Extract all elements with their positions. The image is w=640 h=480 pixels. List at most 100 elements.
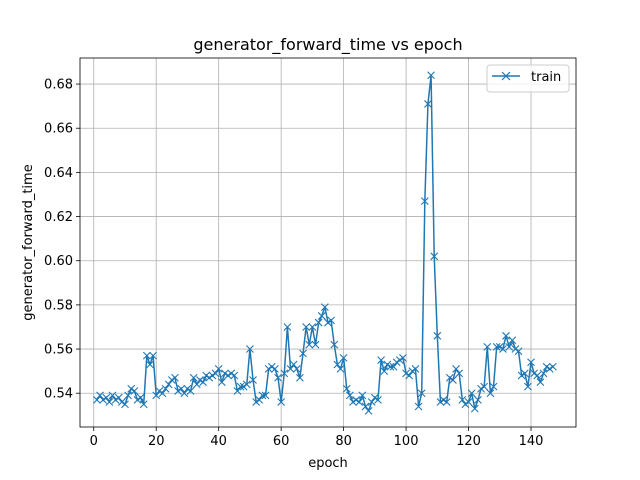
x-axis-ticks: 0 20 40 60 80 100 120 140	[90, 427, 544, 449]
data-point-marker	[192, 380, 201, 389]
data-point-marker	[271, 365, 279, 373]
y-axis-ticks: 0.54 0.56 0.58 0.60 0.62 0.64 0.66 0.68	[44, 78, 80, 402]
data-point-marker	[277, 398, 286, 406]
data-point-marker	[420, 197, 429, 205]
data-point-marker	[296, 373, 304, 382]
data-point-marker	[171, 373, 179, 382]
data-point-marker	[289, 360, 298, 369]
data-point-marker	[211, 369, 220, 378]
data-point-marker	[380, 367, 389, 376]
data-point-marker	[102, 393, 111, 402]
data-point-marker	[317, 312, 326, 320]
data-point-marker	[433, 331, 442, 340]
data-point-marker	[92, 395, 101, 404]
data-point-marker	[492, 342, 501, 351]
data-point-marker	[308, 323, 317, 331]
data-point-marker	[374, 395, 382, 404]
data-point-marker	[330, 340, 339, 349]
data-point-marker	[105, 398, 114, 406]
y-tick-label: 0.66	[44, 122, 73, 137]
data-point-marker	[136, 393, 145, 402]
data-point-marker	[139, 400, 148, 409]
data-point-marker	[214, 365, 223, 373]
data-point-marker	[339, 353, 348, 362]
data-point-marker	[539, 369, 548, 378]
plot-area-frame	[79, 57, 577, 428]
data-point-marker	[146, 360, 154, 369]
data-point-marker	[299, 349, 307, 358]
data-point-marker	[377, 356, 385, 364]
data-point-marker	[427, 71, 435, 80]
data-point-marker	[280, 369, 289, 378]
data-point-marker	[430, 252, 439, 261]
data-point-marker	[480, 382, 489, 391]
data-point-marker	[364, 406, 373, 415]
x-tick-label: 40	[210, 434, 227, 449]
data-point-marker	[483, 342, 492, 351]
y-tick-label: 0.56	[44, 343, 73, 358]
data-point-marker	[486, 389, 495, 398]
data-point-marker	[548, 362, 557, 371]
data-point-marker	[367, 398, 376, 406]
data-point-marker	[130, 387, 139, 395]
data-point-marker	[536, 378, 545, 387]
data-point-marker	[177, 384, 186, 393]
data-point-marker	[255, 395, 264, 404]
data-point-marker	[524, 382, 532, 391]
data-point-marker	[464, 398, 473, 406]
y-axis-title: generator_forward_time	[21, 164, 36, 320]
x-tick-label: 0	[90, 434, 98, 449]
chart-title: generator_forward_time vs epoch	[193, 35, 462, 55]
x-tick-label: 140	[519, 434, 544, 449]
data-point-marker	[455, 369, 464, 378]
y-tick-label: 0.58	[44, 298, 73, 313]
y-tick-label: 0.60	[44, 254, 73, 269]
data-point-marker	[233, 387, 242, 395]
data-point-marker	[217, 378, 226, 387]
x-tick-label: 80	[335, 434, 352, 449]
y-tick-label: 0.68	[44, 78, 73, 93]
legend-frame	[486, 64, 570, 93]
data-point-marker	[189, 373, 198, 382]
data-point-marker	[180, 389, 189, 398]
data-point-marker	[520, 369, 529, 378]
data-point-marker	[386, 362, 395, 371]
data-point-marker	[121, 400, 129, 409]
legend: train	[486, 64, 570, 93]
data-point-marker	[361, 402, 370, 411]
data-point-marker	[96, 391, 104, 400]
data-point-marker	[230, 371, 239, 380]
data-point-marker	[186, 387, 195, 395]
y-tick-label: 0.54	[44, 387, 73, 402]
series-markers	[92, 71, 557, 415]
legend-marker-swatch	[501, 71, 511, 81]
data-point-marker	[527, 358, 535, 367]
data-point-marker	[199, 378, 207, 387]
data-point-marker	[405, 371, 414, 380]
data-point-marker	[452, 365, 460, 373]
data-point-marker	[320, 303, 329, 311]
data-point-marker	[152, 391, 161, 400]
data-point-marker	[470, 404, 479, 413]
data-point-marker	[158, 389, 167, 398]
data-point-marker	[336, 365, 345, 373]
data-point-marker	[246, 345, 254, 353]
data-point-marker	[124, 391, 132, 400]
data-point-marker	[411, 365, 420, 373]
data-point-marker	[302, 323, 311, 331]
data-point-marker	[508, 336, 517, 345]
x-tick-label: 60	[273, 434, 290, 449]
data-point-marker	[327, 316, 336, 325]
data-point-marker	[283, 323, 292, 331]
data-point-marker	[242, 380, 251, 389]
data-point-marker	[142, 351, 151, 360]
data-point-marker	[261, 391, 270, 400]
data-point-marker	[414, 402, 423, 411]
data-point-marker	[236, 382, 245, 391]
data-point-marker	[417, 389, 426, 398]
data-point-marker	[489, 382, 498, 391]
x-tick-label: 20	[148, 434, 165, 449]
data-point-marker	[458, 395, 467, 404]
data-point-marker	[345, 391, 354, 400]
